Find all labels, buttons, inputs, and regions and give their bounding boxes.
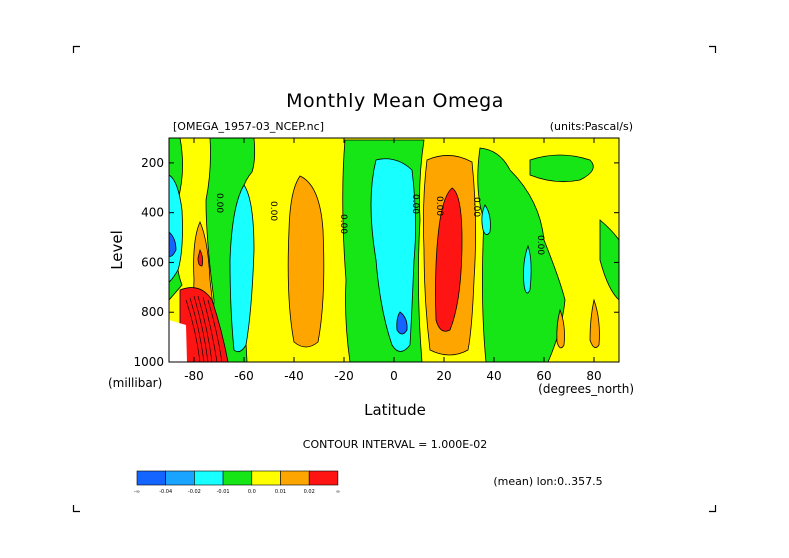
x-axis: -80 -60 -40 -20 0 20 40 60 80 xyxy=(184,138,602,383)
region-undefined xyxy=(169,320,187,362)
region-negative xyxy=(599,219,619,301)
contour-interval-label: CONTOUR INTERVAL = 1.000E-02 xyxy=(303,438,487,451)
region-negative xyxy=(529,154,594,183)
region-positive xyxy=(287,175,325,348)
x-tick-label: -40 xyxy=(284,369,304,383)
colorbar-label: 0.02 xyxy=(304,489,315,495)
contour-field xyxy=(169,138,619,362)
contour-label: 0.00 xyxy=(410,194,420,214)
colorbar-label: -∞ xyxy=(134,489,140,495)
colorbar-swatch xyxy=(194,470,224,486)
colorbar: -∞ -0.04 -0.02 -0.01 0.0 0.01 0.02 ∞ xyxy=(134,470,340,495)
region-positive xyxy=(556,308,565,349)
region-negative-strong xyxy=(523,244,532,294)
x-axis-label: Latitude xyxy=(364,401,426,419)
region-positive-max xyxy=(197,248,204,267)
x-tick-label: 80 xyxy=(586,369,601,383)
x-tick-label: 20 xyxy=(436,369,451,383)
colorbar-swatch xyxy=(165,470,195,486)
region-negative-max xyxy=(169,231,177,257)
steep-contours xyxy=(185,295,223,362)
colorbar-swatch xyxy=(280,470,310,486)
x-tick-label: 40 xyxy=(486,369,501,383)
colorbar-swatch xyxy=(136,470,167,486)
contour-label: 0.00 xyxy=(268,201,278,221)
colorbar-swatch xyxy=(251,470,281,486)
y-axis-label: Level xyxy=(108,230,126,270)
y-tick-label: 600 xyxy=(141,255,164,269)
colorbar-swatch xyxy=(222,470,253,486)
colorbar-label: -0.02 xyxy=(188,489,201,495)
contour-label: 0.00 xyxy=(214,193,224,213)
region-positive-max xyxy=(435,187,463,332)
colorbar-label: -0.01 xyxy=(217,489,230,495)
colorbar-swatch xyxy=(308,470,339,486)
region-negative-strong xyxy=(481,204,491,235)
y-unit-label: (millibar) xyxy=(108,376,162,390)
colorbar-label: 0.0 xyxy=(248,489,256,495)
chart-title: Monthly Mean Omega xyxy=(286,90,504,112)
region-negative-max xyxy=(396,311,408,335)
mean-label: (mean) lon:0..357.5 xyxy=(493,475,602,488)
y-tick-label: 400 xyxy=(141,206,164,220)
contour-label: 0.00 xyxy=(471,197,481,217)
crop-marks xyxy=(72,45,717,513)
contour-label: 0.00 xyxy=(434,196,444,216)
contour-labels: 0.00 0.00 0.00 0.00 0.00 0.00 0.00 xyxy=(214,193,545,255)
x-tick-label: -20 xyxy=(334,369,354,383)
region-negative-strong xyxy=(229,184,255,353)
y-tick-label: 1000 xyxy=(133,355,164,369)
x-tick-label: 60 xyxy=(536,369,551,383)
x-tick-label: -60 xyxy=(234,369,254,383)
contour-label: 0.00 xyxy=(338,214,348,234)
region-positive xyxy=(589,298,600,348)
colorbar-label: -0.04 xyxy=(159,489,172,495)
x-unit-label: (degrees_north) xyxy=(538,382,634,396)
units-label: (units:Pascal/s) xyxy=(550,120,633,133)
y-axis: 200 400 600 800 1000 xyxy=(133,156,619,369)
x-tick-label: -80 xyxy=(184,369,204,383)
x-tick-label: 0 xyxy=(390,369,398,383)
y-tick-label: 800 xyxy=(141,305,164,319)
colorbar-label: ∞ xyxy=(336,489,340,495)
colorbar-label: 0.01 xyxy=(275,489,286,495)
contour-label: 0.00 xyxy=(535,235,545,255)
region-negative-strong xyxy=(370,158,416,352)
file-label: [OMEGA_1957-03_NCEP.nc] xyxy=(173,120,324,133)
y-tick-label: 200 xyxy=(141,156,164,170)
